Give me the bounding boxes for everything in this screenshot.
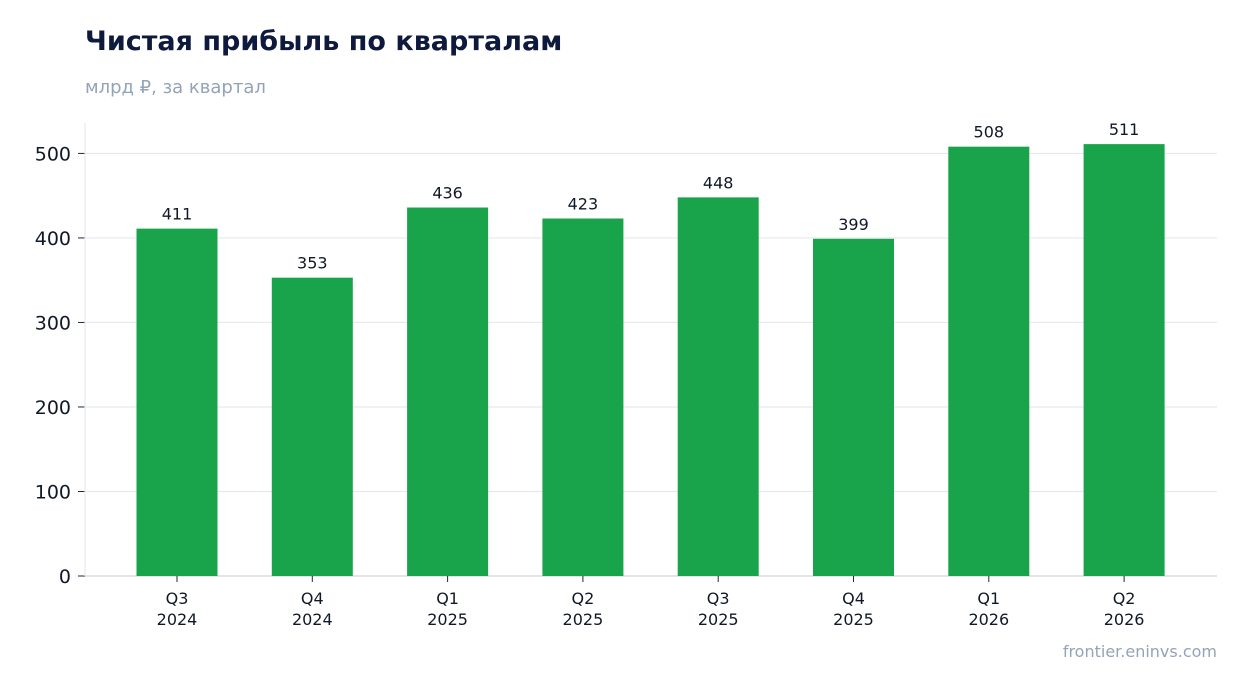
data-label: 353 bbox=[297, 254, 328, 273]
bar bbox=[677, 197, 759, 576]
source-credit: frontier.eninvs.com bbox=[1062, 642, 1217, 661]
bar bbox=[271, 277, 353, 576]
bar bbox=[1083, 144, 1165, 577]
data-label: 448 bbox=[703, 173, 734, 192]
axes bbox=[78, 123, 1217, 582]
x-tick-label-year: 2025 bbox=[698, 610, 739, 629]
y-tick-label: 300 bbox=[35, 312, 71, 334]
chart-subtitle: млрд ₽, за квартал bbox=[85, 77, 266, 98]
x-tick-label-quarter: Q2 bbox=[572, 589, 595, 608]
x-tick-label-quarter: Q4 bbox=[842, 589, 865, 608]
x-tick-label-quarter: Q3 bbox=[166, 589, 189, 608]
y-tick-label: 0 bbox=[59, 566, 71, 588]
x-tick-label-year: 2025 bbox=[563, 610, 604, 629]
bar bbox=[542, 218, 624, 576]
data-label: 423 bbox=[568, 195, 599, 214]
y-tick-label: 200 bbox=[35, 397, 71, 419]
bar bbox=[407, 207, 489, 576]
y-tick-label: 500 bbox=[35, 143, 71, 165]
y-tick-label: 100 bbox=[35, 481, 71, 503]
x-tick-label-year: 2026 bbox=[1104, 610, 1145, 629]
data-label: 411 bbox=[162, 205, 193, 224]
x-tick-label-year: 2024 bbox=[292, 610, 333, 629]
data-label: 436 bbox=[432, 184, 463, 203]
x-tick-label-quarter: Q1 bbox=[977, 589, 1000, 608]
x-tick-label-year: 2024 bbox=[157, 610, 198, 629]
data-label: 511 bbox=[1109, 120, 1140, 139]
bar bbox=[813, 238, 894, 576]
x-tick-label-quarter: Q3 bbox=[707, 589, 730, 608]
x-tick-label-year: 2025 bbox=[833, 610, 874, 629]
x-tick-label-quarter: Q4 bbox=[301, 589, 324, 608]
data-label: 508 bbox=[974, 123, 1005, 142]
chart-title: Чистая прибыль по кварталам bbox=[85, 26, 563, 57]
y-tick-label: 400 bbox=[35, 228, 71, 250]
bar bbox=[948, 146, 1030, 576]
x-tick-label-quarter: Q1 bbox=[436, 589, 459, 608]
bar bbox=[136, 228, 218, 576]
x-tick-label-quarter: Q2 bbox=[1113, 589, 1136, 608]
data-labels: 411 353 436 423 448 399 508 511 bbox=[162, 120, 1140, 273]
x-tick-label-year: 2025 bbox=[427, 610, 468, 629]
bars bbox=[136, 144, 1165, 577]
x-tick-label-year: 2026 bbox=[968, 610, 1009, 629]
x-tick-labels: Q3 2024 Q4 2024 Q1 2025 Q2 2025 Q3 2025 Q4 2025 Q1 20… bbox=[157, 589, 1145, 629]
data-label: 399 bbox=[838, 215, 869, 234]
y-tick-labels: 0 100 200 300 400 500 bbox=[35, 143, 71, 588]
grid-lines bbox=[85, 152, 1217, 493]
